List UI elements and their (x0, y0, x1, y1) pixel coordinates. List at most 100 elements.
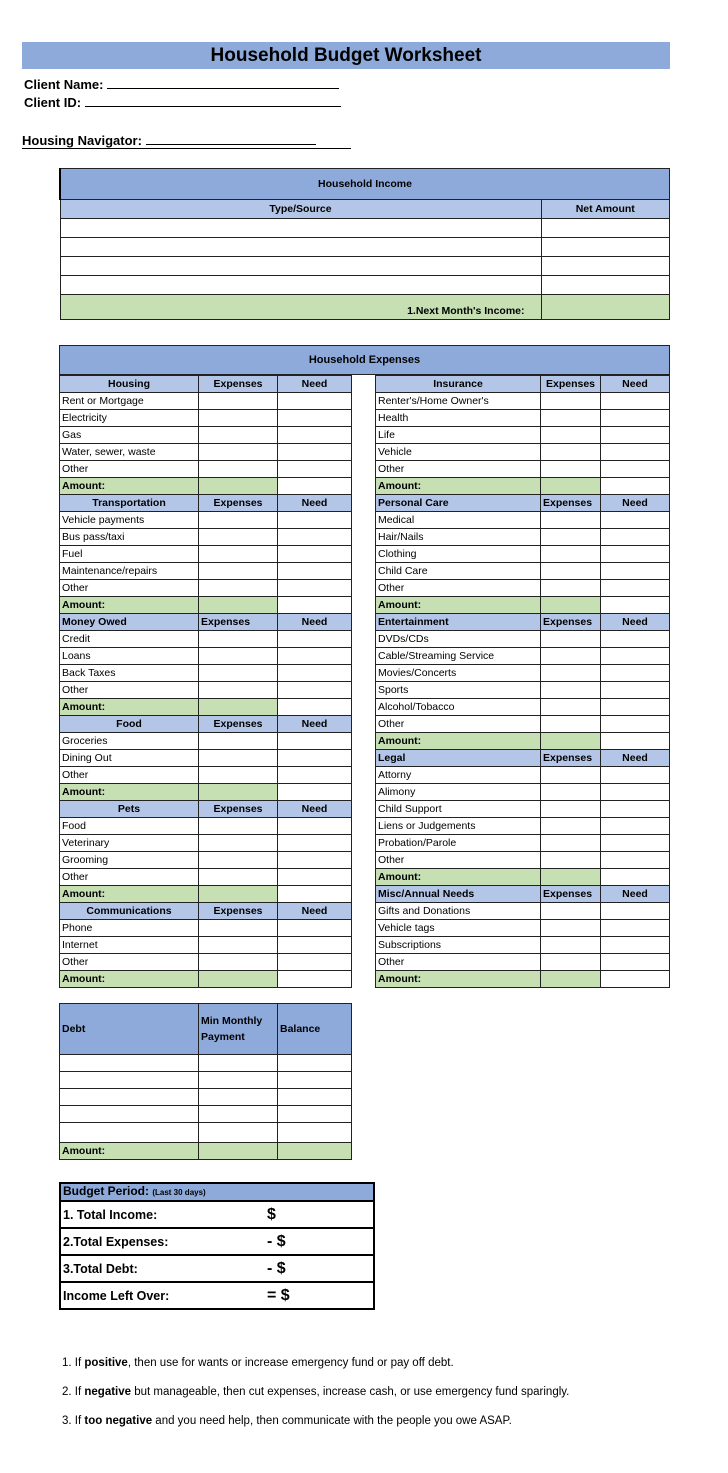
expense-amount-cell[interactable] (540, 647, 601, 665)
expense-amount-cell[interactable] (540, 630, 601, 648)
expense-amount-cell[interactable] (540, 783, 601, 801)
need-cell[interactable] (277, 562, 352, 580)
income-amount-cell[interactable] (540, 237, 670, 257)
need-cell[interactable] (277, 766, 352, 784)
income-amount-cell[interactable] (540, 275, 670, 295)
budget-row-value[interactable]: - $ (265, 1227, 375, 1256)
income-type-cell[interactable] (59, 275, 542, 295)
debt-total-min[interactable] (198, 1142, 278, 1160)
expense-amount-cell[interactable] (198, 392, 278, 410)
need-cell[interactable] (277, 545, 352, 563)
need-cell[interactable] (277, 681, 352, 699)
need-cell[interactable] (600, 579, 670, 597)
need-cell[interactable] (600, 426, 670, 444)
need-cell[interactable] (600, 715, 670, 733)
amount-need-cell[interactable] (600, 732, 670, 750)
expense-amount-cell[interactable] (540, 460, 601, 478)
need-cell[interactable] (600, 681, 670, 699)
amount-expenses-cell[interactable] (198, 970, 278, 988)
expense-amount-cell[interactable] (540, 511, 601, 529)
debt-cell[interactable] (59, 1088, 199, 1106)
need-cell[interactable] (277, 919, 352, 937)
need-cell[interactable] (277, 647, 352, 665)
amount-need-cell[interactable] (277, 477, 352, 495)
expense-amount-cell[interactable] (198, 647, 278, 665)
debt-cell[interactable] (277, 1122, 352, 1143)
need-cell[interactable] (600, 902, 670, 920)
expense-amount-cell[interactable] (198, 749, 278, 767)
need-cell[interactable] (600, 392, 670, 410)
amount-need-cell[interactable] (600, 477, 670, 495)
client-name-field[interactable] (107, 76, 340, 89)
need-cell[interactable] (600, 783, 670, 801)
debt-cell[interactable] (277, 1088, 352, 1106)
need-cell[interactable] (277, 851, 352, 869)
expense-amount-cell[interactable] (198, 511, 278, 529)
amount-expenses-cell[interactable] (540, 477, 601, 495)
expense-amount-cell[interactable] (540, 953, 601, 971)
amount-need-cell[interactable] (277, 698, 352, 716)
expense-amount-cell[interactable] (540, 562, 601, 580)
expense-amount-cell[interactable] (198, 817, 278, 835)
amount-expenses-cell[interactable] (198, 477, 278, 495)
need-cell[interactable] (600, 800, 670, 818)
amount-need-cell[interactable] (277, 783, 352, 801)
debt-cell[interactable] (277, 1105, 352, 1123)
expense-amount-cell[interactable] (198, 460, 278, 478)
income-total-cell[interactable] (540, 294, 670, 320)
amount-need-cell[interactable] (600, 868, 670, 886)
need-cell[interactable] (277, 749, 352, 767)
need-cell[interactable] (277, 953, 352, 971)
income-type-cell[interactable] (59, 237, 542, 257)
expense-amount-cell[interactable] (198, 919, 278, 937)
debt-cell[interactable] (198, 1088, 278, 1106)
income-amount-cell[interactable] (540, 218, 670, 238)
need-cell[interactable] (277, 528, 352, 546)
need-cell[interactable] (600, 817, 670, 835)
expense-amount-cell[interactable] (540, 766, 601, 784)
expense-amount-cell[interactable] (198, 681, 278, 699)
expense-amount-cell[interactable] (198, 834, 278, 852)
need-cell[interactable] (600, 834, 670, 852)
need-cell[interactable] (277, 426, 352, 444)
expense-amount-cell[interactable] (198, 443, 278, 461)
expense-amount-cell[interactable] (540, 681, 601, 699)
amount-expenses-cell[interactable] (198, 698, 278, 716)
need-cell[interactable] (600, 630, 670, 648)
budget-row-value[interactable]: = $ (265, 1281, 375, 1310)
need-cell[interactable] (600, 936, 670, 954)
need-cell[interactable] (277, 868, 352, 886)
need-cell[interactable] (600, 919, 670, 937)
expense-amount-cell[interactable] (198, 545, 278, 563)
expense-amount-cell[interactable] (540, 919, 601, 937)
need-cell[interactable] (600, 528, 670, 546)
need-cell[interactable] (277, 579, 352, 597)
expense-amount-cell[interactable] (540, 902, 601, 920)
expense-amount-cell[interactable] (540, 409, 601, 427)
need-cell[interactable] (277, 834, 352, 852)
need-cell[interactable] (277, 817, 352, 835)
expense-amount-cell[interactable] (198, 664, 278, 682)
need-cell[interactable] (277, 511, 352, 529)
need-cell[interactable] (277, 936, 352, 954)
expense-amount-cell[interactable] (198, 579, 278, 597)
debt-cell[interactable] (277, 1054, 352, 1072)
expense-amount-cell[interactable] (198, 409, 278, 427)
income-type-cell[interactable] (59, 256, 542, 276)
expense-amount-cell[interactable] (540, 528, 601, 546)
need-cell[interactable] (277, 460, 352, 478)
need-cell[interactable] (277, 630, 352, 648)
need-cell[interactable] (600, 545, 670, 563)
expense-amount-cell[interactable] (540, 426, 601, 444)
need-cell[interactable] (277, 409, 352, 427)
income-amount-cell[interactable] (540, 256, 670, 276)
debt-cell[interactable] (59, 1105, 199, 1123)
amount-expenses-cell[interactable] (540, 970, 601, 988)
expense-amount-cell[interactable] (540, 545, 601, 563)
need-cell[interactable] (600, 698, 670, 716)
debt-cell[interactable] (198, 1122, 278, 1143)
need-cell[interactable] (600, 443, 670, 461)
expense-amount-cell[interactable] (198, 732, 278, 750)
need-cell[interactable] (600, 953, 670, 971)
expense-amount-cell[interactable] (540, 579, 601, 597)
